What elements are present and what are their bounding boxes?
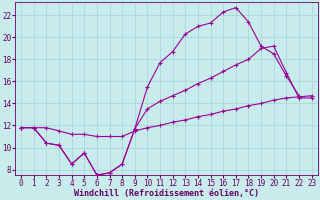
- X-axis label: Windchill (Refroidissement éolien,°C): Windchill (Refroidissement éolien,°C): [74, 189, 259, 198]
